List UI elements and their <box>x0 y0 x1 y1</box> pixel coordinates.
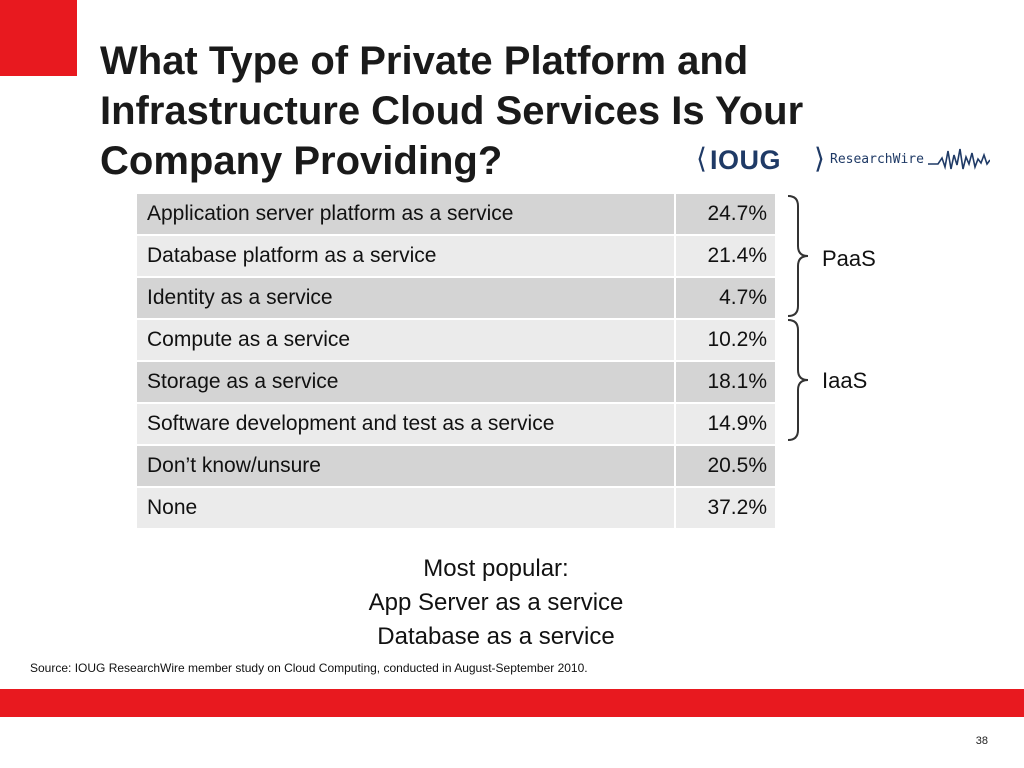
table-row: Storage as a service 18.1% <box>137 361 775 404</box>
row-label: Identity as a service <box>137 277 676 320</box>
popular-heading: Most popular: <box>423 555 569 582</box>
ioug-researchwire-logo: ⟨ IOUG ⟩ ResearchWire <box>696 143 996 177</box>
logo-mark: IOUG <box>710 145 782 175</box>
paas-label: PaaS <box>822 246 876 271</box>
logo-subtitle: ResearchWire <box>830 152 924 167</box>
table-row: Don’t know/unsure 20.5% <box>137 445 775 488</box>
table-row: Software development and test as a servi… <box>137 403 775 446</box>
title-line: What Type of Private Platform and <box>100 39 749 83</box>
logo-bracket-left-icon: ⟨ <box>696 142 707 175</box>
row-label: None <box>137 487 676 530</box>
row-label: Storage as a service <box>137 361 676 404</box>
survey-results-table: Application server platform as a service… <box>137 194 775 530</box>
row-value: 4.7% <box>675 277 775 320</box>
row-value: 37.2% <box>675 487 775 530</box>
iaas-brace-icon <box>787 319 809 441</box>
row-value: 20.5% <box>675 445 775 488</box>
popular-item: App Server as a service <box>368 589 624 616</box>
source-note: Source: IOUG ResearchWire member study o… <box>30 661 588 675</box>
footer-bar <box>0 689 1024 717</box>
table-row: Database platform as a service 21.4% <box>137 235 775 278</box>
paas-brace-icon <box>787 195 809 317</box>
table-row: None 37.2% <box>137 487 775 530</box>
table-row: Compute as a service 10.2% <box>137 319 775 362</box>
row-label: Don’t know/unsure <box>137 445 676 488</box>
row-label: Database platform as a service <box>137 235 676 278</box>
popular-item: Database as a service <box>377 623 615 650</box>
most-popular-note: Most popular: App Server as a service Da… <box>296 552 696 654</box>
title-line: Company Providing? <box>100 139 503 183</box>
row-label: Software development and test as a servi… <box>137 403 676 446</box>
table-row: Application server platform as a service… <box>137 194 775 236</box>
row-label: Compute as a service <box>137 319 676 362</box>
accent-block <box>0 0 77 76</box>
waveform-icon <box>928 148 990 171</box>
row-value: 21.4% <box>675 235 775 278</box>
row-value: 10.2% <box>675 319 775 362</box>
row-label: Application server platform as a service <box>137 194 676 236</box>
iaas-label: IaaS <box>822 368 868 393</box>
logo-bracket-right-icon: ⟩ <box>814 142 825 175</box>
row-value: 24.7% <box>675 194 775 236</box>
title-line: Infrastructure Cloud Services Is Your <box>100 89 804 133</box>
slide-title: What Type of Private Platform and Infras… <box>100 36 920 186</box>
row-value: 18.1% <box>675 361 775 404</box>
table-row: Identity as a service 4.7% <box>137 277 775 320</box>
page-number: 38 <box>975 735 988 747</box>
row-value: 14.9% <box>675 403 775 446</box>
